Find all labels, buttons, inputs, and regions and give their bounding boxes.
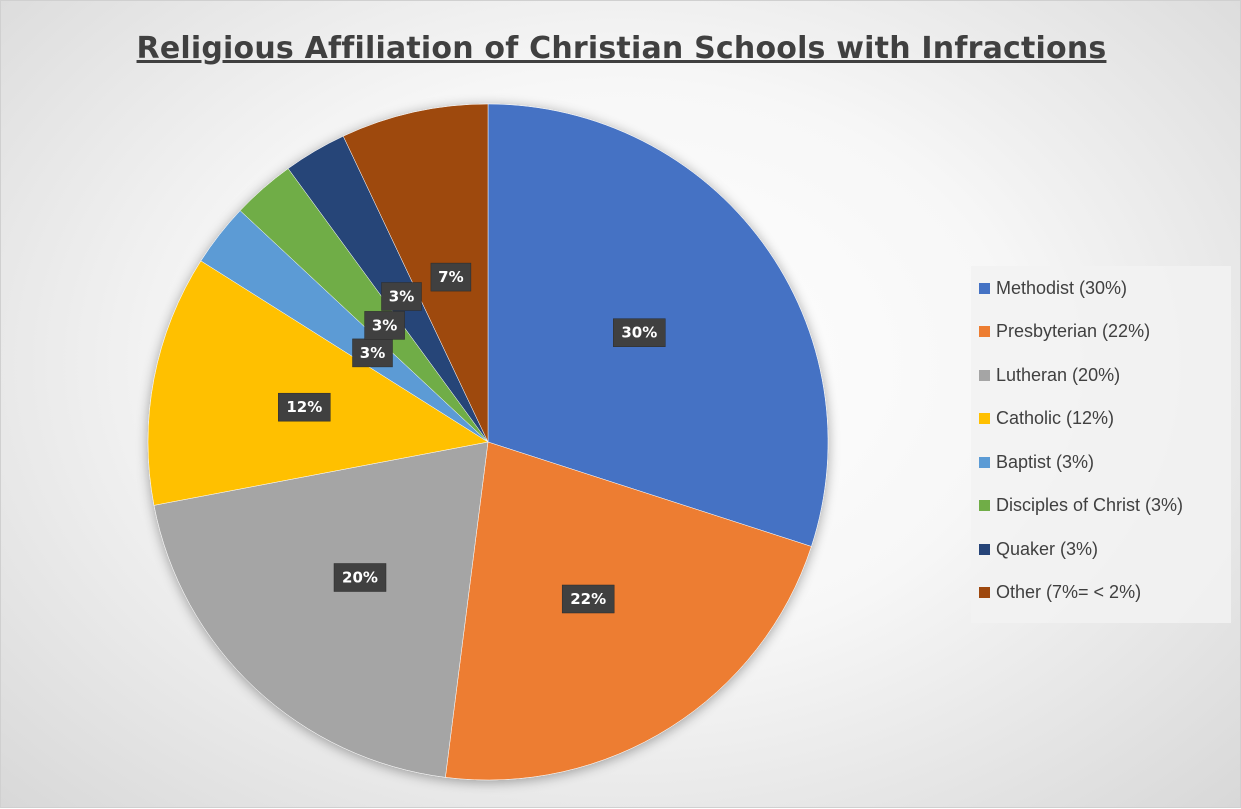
data-label-disciples-of-christ: 3% xyxy=(364,311,405,340)
data-label-text: 30% xyxy=(621,324,657,342)
pie-slice-catholic xyxy=(147,260,489,506)
legend-swatch xyxy=(979,413,990,424)
data-label-box xyxy=(352,338,393,368)
data-label-text: 7% xyxy=(438,268,463,286)
data-label-presbyterian: 22% xyxy=(561,584,615,614)
data-label-text: 22% xyxy=(570,590,606,608)
legend-swatch xyxy=(979,282,990,294)
legend-label: Quaker (3%) xyxy=(996,538,1099,559)
data-label-text: 20% xyxy=(342,569,378,587)
pie-slices xyxy=(147,103,829,781)
legend-swatch xyxy=(979,587,990,598)
data-label-box xyxy=(333,563,387,592)
data-label-text: 3% xyxy=(372,316,397,334)
pie-data-labels: 30% 22% 20% 12% 3% 3% 3% 7% xyxy=(278,262,666,614)
legend-label: Baptist (3%) xyxy=(996,451,1095,472)
chart-title: Religious Affiliation of Christian Schoo… xyxy=(136,31,1107,66)
pie-slice-other xyxy=(342,103,489,443)
data-label-text: 12% xyxy=(286,398,322,416)
data-label-methodist: 30% xyxy=(613,318,666,347)
legend-swatch xyxy=(979,326,990,337)
data-label-baptist: 3% xyxy=(352,338,393,368)
legend-swatch xyxy=(979,456,990,468)
data-label-box xyxy=(613,318,666,347)
legend-label: Presbyterian (22%) xyxy=(996,321,1151,341)
legend-swatch xyxy=(979,369,990,381)
legend-label: Disciples of Christ (3%) xyxy=(996,495,1184,515)
legend-item-presbyterian: Presbyterian (22%) xyxy=(979,321,1150,343)
data-label-box xyxy=(364,311,405,340)
data-label-lutheran: 20% xyxy=(333,563,387,592)
legend-item-catholic: Catholic (12%) xyxy=(979,408,1114,430)
data-label-box xyxy=(561,584,615,614)
data-label-box xyxy=(430,262,472,292)
legend-item-disciples-of-christ: Disciples of Christ (3%) xyxy=(979,495,1183,517)
legend-label: Methodist (30%) xyxy=(996,277,1128,298)
legend-item-other: Other (7%= < 2%) xyxy=(979,582,1141,604)
legend-item-methodist: Methodist (30%) xyxy=(979,277,1127,299)
legend-item-quaker: Quaker (3%) xyxy=(979,538,1098,560)
data-label-catholic: 12% xyxy=(278,392,331,422)
data-label-quaker: 3% xyxy=(381,282,422,311)
data-label-other: 7% xyxy=(430,262,472,292)
data-label-box xyxy=(381,282,422,311)
legend-label: Catholic (12%) xyxy=(996,408,1115,428)
legend-item-lutheran: Lutheran (20%) xyxy=(979,364,1120,386)
legend-item-baptist: Baptist (3%) xyxy=(979,451,1094,473)
data-label-box xyxy=(278,392,331,422)
data-label-text: 3% xyxy=(360,344,385,362)
legend-swatch xyxy=(979,543,990,555)
pie-slice-lutheran xyxy=(153,441,489,778)
chart-legend: Methodist (30%) Presbyterian (22%) Luthera… xyxy=(971,266,1231,623)
legend-label: Lutheran (20%) xyxy=(996,364,1121,385)
pie-slice-presbyterian xyxy=(445,441,812,781)
legend-swatch xyxy=(979,500,990,511)
legend-label: Other (7%= < 2%) xyxy=(996,582,1142,602)
data-label-text: 3% xyxy=(389,288,414,306)
